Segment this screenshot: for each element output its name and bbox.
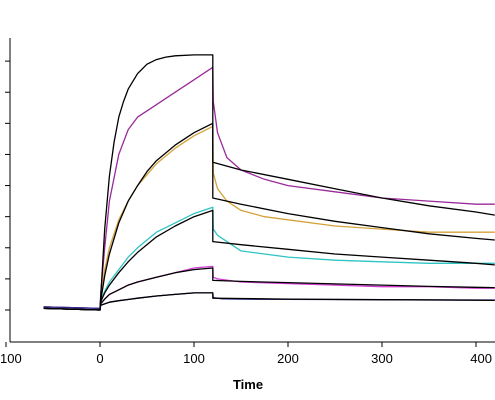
x-tick-label-0: 100	[0, 351, 22, 366]
fit-curve-6	[43, 122, 495, 311]
fit-curve-9	[43, 292, 495, 311]
x-tick-label-2: 100	[183, 351, 205, 366]
x-tick-label-3: 200	[277, 351, 299, 366]
series-layer	[43, 54, 495, 311]
data-curve-2	[43, 206, 495, 310]
x-tick-label-5: 400	[470, 351, 492, 366]
x-tick-label-4: 300	[371, 351, 393, 366]
fit-curve-8	[43, 267, 495, 311]
fit-curve-5	[43, 54, 495, 311]
x-tick-label-1: 0	[96, 351, 103, 366]
x-axis-title: Time	[233, 377, 263, 392]
fit-curve-7	[43, 209, 495, 311]
data-curve-4	[43, 292, 495, 310]
data-curve-0	[43, 66, 495, 310]
data-curve-1	[43, 125, 495, 310]
y-ticks	[5, 60, 10, 311]
axes: 100 0 100 200 300 400	[0, 38, 495, 366]
x-ticks: 100 0 100 200 300 400	[0, 342, 492, 366]
